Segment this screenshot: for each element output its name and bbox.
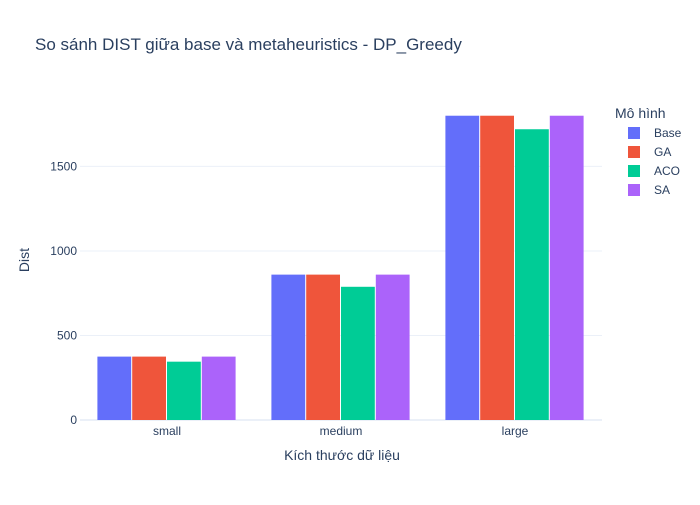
x-tick-label: small — [153, 424, 181, 438]
x-tick-label: large — [502, 424, 529, 438]
legend-title: Mô hình — [615, 105, 666, 121]
bar-base-medium[interactable] — [271, 274, 306, 420]
legend-label: GA — [654, 145, 671, 159]
bar-base-small[interactable] — [97, 356, 132, 420]
bar-ga-large[interactable] — [480, 115, 514, 421]
y-tick-labels: 0 500 1000 1500 — [50, 159, 77, 427]
y-tick-label: 0 — [70, 413, 77, 427]
legend-swatch — [628, 127, 640, 139]
legend-items[interactable]: Base GA ACO SA — [628, 126, 682, 197]
bar-aco-small[interactable] — [167, 361, 201, 420]
bar-sa-large[interactable] — [549, 115, 584, 421]
legend-label: ACO — [654, 164, 680, 178]
bar-ga-small[interactable] — [132, 356, 166, 420]
legend-label: SA — [654, 183, 670, 197]
legend-label: Base — [654, 126, 682, 140]
legend-item-aco[interactable]: ACO — [628, 164, 680, 178]
legend-item-ga[interactable]: GA — [628, 145, 671, 159]
bar-aco-large[interactable] — [515, 129, 549, 421]
legend-item-sa[interactable]: SA — [628, 183, 670, 197]
legend-swatch — [628, 184, 640, 196]
legend[interactable]: Mô hình Base GA ACO SA — [615, 105, 682, 197]
x-tick-labels: small medium large — [153, 424, 529, 438]
bar-sa-small[interactable] — [201, 356, 236, 420]
bar-ga-medium[interactable] — [306, 274, 340, 420]
bar-sa-medium[interactable] — [375, 274, 410, 420]
y-axis-title: Dist — [16, 248, 32, 272]
bar-aco-medium[interactable] — [341, 286, 375, 420]
legend-swatch — [628, 165, 640, 177]
legend-item-base[interactable]: Base — [628, 126, 682, 140]
bar-base-large[interactable] — [445, 115, 480, 421]
y-tick-label: 500 — [57, 328, 77, 342]
x-axis-title: Kích thước dữ liệu — [284, 447, 400, 463]
chart-title: So sánh DIST giữa base và metaheuristics… — [35, 35, 462, 54]
x-tick-label: medium — [320, 424, 363, 438]
y-tick-label: 1500 — [50, 159, 77, 173]
y-tick-label: 1000 — [50, 244, 77, 258]
legend-swatch — [628, 146, 640, 158]
bars — [97, 115, 584, 421]
